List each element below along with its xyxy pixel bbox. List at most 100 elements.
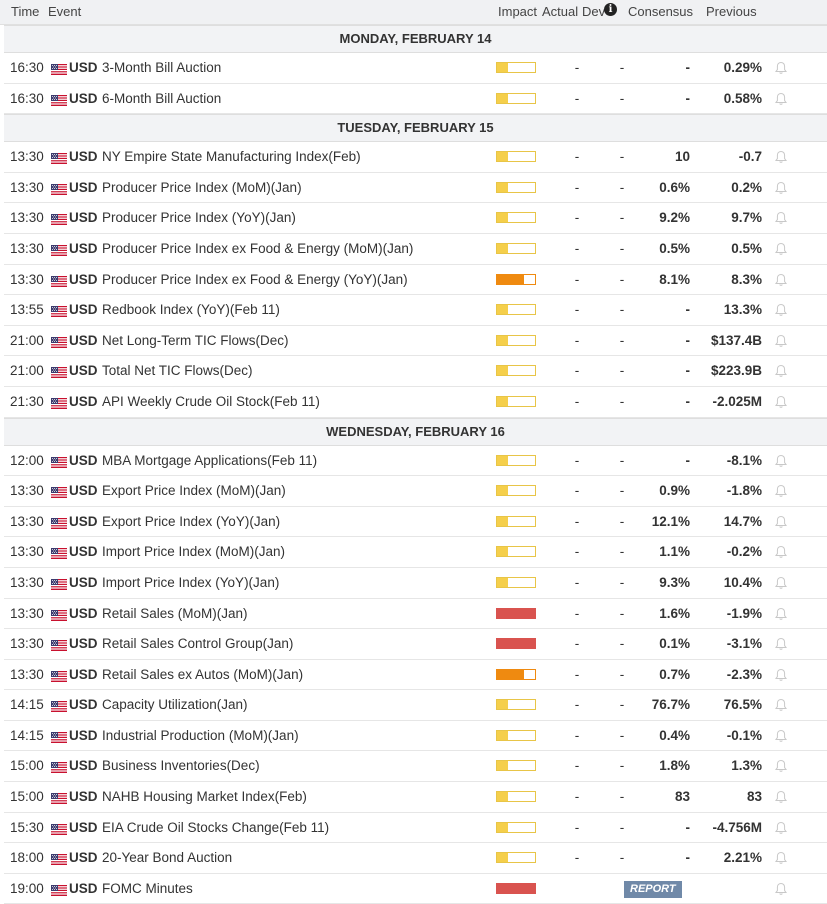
consensus-value: - bbox=[685, 393, 691, 409]
us-flag-icon bbox=[51, 639, 67, 652]
event-name[interactable]: Producer Price Index ex Food & Energy (Y… bbox=[102, 271, 408, 287]
consensus-value: 0.5% bbox=[659, 240, 690, 256]
actual-value: - bbox=[574, 574, 580, 590]
event-name[interactable]: Retail Sales (MoM)(Jan) bbox=[102, 605, 248, 621]
bell-icon[interactable] bbox=[774, 150, 788, 164]
bell-icon[interactable] bbox=[774, 242, 788, 256]
bell-icon[interactable] bbox=[774, 851, 788, 865]
event-name[interactable]: API Weekly Crude Oil Stock(Feb 11) bbox=[102, 393, 320, 409]
event-row[interactable]: 13:30 USD Producer Price Index ex Food & E… bbox=[4, 265, 827, 296]
event-row[interactable]: 13:55 USD Redbook Index (YoY)(Feb 11) - - - 13… bbox=[4, 295, 827, 326]
bell-icon[interactable] bbox=[774, 759, 788, 773]
previous-value: 0.5% bbox=[731, 240, 762, 256]
event-row[interactable]: 13:30 USD NY Empire State Manufacturing In… bbox=[4, 142, 827, 173]
us-flag-icon bbox=[51, 792, 67, 805]
bell-icon[interactable] bbox=[774, 92, 788, 106]
bell-icon[interactable] bbox=[774, 334, 788, 348]
event-name[interactable]: NY Empire State Manufacturing Index(Feb) bbox=[102, 149, 361, 165]
event-row[interactable]: 21:30 USD API Weekly Crude Oil Stock(Feb 1… bbox=[4, 387, 827, 418]
event-row[interactable]: 14:15 USD Industrial Production (MoM)(Jan)… bbox=[4, 721, 827, 752]
event-name[interactable]: MBA Mortgage Applications(Feb 11) bbox=[102, 452, 318, 468]
bell-icon[interactable] bbox=[774, 364, 788, 378]
bell-icon[interactable] bbox=[774, 395, 788, 409]
event-name[interactable]: 20-Year Bond Auction bbox=[102, 850, 233, 866]
us-flag-icon bbox=[51, 823, 67, 835]
event-name[interactable]: EIA Crude Oil Stocks Change(Feb 11) bbox=[102, 819, 330, 835]
event-row[interactable]: 15:00 USD Business Inventories(Dec) - - 1.8% 1… bbox=[4, 751, 827, 783]
event-name[interactable]: Import Price Index (MoM)(Jan) bbox=[102, 544, 286, 560]
consensus-value: 1.6% bbox=[659, 605, 690, 621]
bell-icon[interactable] bbox=[774, 729, 788, 743]
event-row[interactable]: 13:30 USD Producer Price Index (YoY)(Jan) -… bbox=[4, 203, 827, 234]
event-row[interactable]: 13:30 USD Retail Sales (MoM)(Jan) - - 1.6% -1.… bbox=[4, 599, 827, 630]
deviation-value: - bbox=[619, 636, 625, 652]
bell-icon[interactable] bbox=[774, 637, 788, 651]
bell-icon[interactable] bbox=[774, 607, 788, 621]
bell-icon[interactable] bbox=[774, 698, 788, 712]
event-row[interactable]: 15:00 USD NAHB Housing Market Index(Feb) - -… bbox=[4, 782, 827, 813]
bell-icon[interactable] bbox=[774, 303, 788, 317]
us-flag-icon bbox=[51, 578, 67, 590]
bell-icon[interactable] bbox=[774, 211, 788, 225]
event-name[interactable]: Net Long-Term TIC Flows(Dec) bbox=[102, 332, 289, 348]
us-flag-icon bbox=[51, 213, 67, 226]
event-row[interactable]: 13:30 USD Import Price Index (YoY)(Jan) - - 9… bbox=[4, 568, 827, 599]
event-name[interactable]: NAHB Housing Market Index(Feb) bbox=[102, 789, 307, 805]
event-row[interactable]: 15:30 USD EIA Crude Oil Stocks Change(Feb … bbox=[4, 813, 827, 844]
header-actual: Actual bbox=[542, 4, 579, 19]
event-name[interactable]: Retail Sales Control Group(Jan) bbox=[102, 636, 294, 652]
event-name[interactable]: FOMC Minutes bbox=[102, 880, 193, 896]
event-row[interactable]: 13:30 USD Export Price Index (YoY)(Jan) - - 1… bbox=[4, 507, 827, 538]
event-row[interactable]: 13:30 USD Export Price Index (MoM)(Jan) - - 0… bbox=[4, 476, 827, 507]
report-button[interactable]: REPORT bbox=[624, 880, 682, 898]
event-row[interactable]: 13:30 USD Import Price Index (MoM)(Jan) - - 1… bbox=[4, 537, 827, 568]
bell-icon[interactable] bbox=[774, 668, 788, 682]
bell-icon[interactable] bbox=[774, 454, 788, 468]
bell-icon[interactable] bbox=[774, 61, 788, 75]
event-row[interactable]: 14:15 USD Capacity Utilization(Jan) - - 76.7%… bbox=[4, 690, 827, 721]
event-row[interactable]: 21:00 USD Total Net TIC Flows(Dec) - - - $223.… bbox=[4, 356, 827, 387]
event-name[interactable]: Industrial Production (MoM)(Jan) bbox=[102, 727, 299, 743]
bell-icon[interactable] bbox=[774, 576, 788, 590]
us-flag-icon bbox=[51, 700, 67, 713]
bell-icon[interactable] bbox=[774, 821, 788, 835]
event-name[interactable]: 3-Month Bill Auction bbox=[102, 60, 222, 75]
event-row[interactable]: 12:00 USD MBA Mortgage Applications(Feb 11… bbox=[4, 446, 827, 477]
event-name[interactable]: Export Price Index (MoM)(Jan) bbox=[102, 483, 286, 499]
info-icon[interactable]: i bbox=[604, 3, 617, 16]
event-name[interactable]: Producer Price Index (MoM)(Jan) bbox=[102, 179, 302, 195]
actual-value: - bbox=[574, 697, 580, 713]
currency-code: USD bbox=[69, 880, 98, 896]
event-row[interactable]: 13:30 USD Producer Price Index (MoM)(Jan) -… bbox=[4, 173, 827, 204]
deviation-value: - bbox=[619, 789, 625, 805]
event-name[interactable]: Retail Sales ex Autos (MoM)(Jan) bbox=[102, 666, 304, 682]
bell-icon[interactable] bbox=[774, 790, 788, 804]
event-row[interactable]: 13:30 USD Retail Sales ex Autos (MoM)(Jan)… bbox=[4, 660, 827, 691]
bell-icon[interactable] bbox=[774, 181, 788, 195]
event-name[interactable]: Export Price Index (YoY)(Jan) bbox=[102, 513, 281, 529]
event-name[interactable]: Business Inventories(Dec) bbox=[102, 758, 260, 774]
us-flag-icon bbox=[51, 547, 67, 560]
event-name[interactable]: Producer Price Index ex Food & Energy (M… bbox=[102, 240, 414, 256]
event-row[interactable]: 19:00 USD FOMC Minutes REPORT bbox=[4, 874, 827, 904]
event-name[interactable]: 6-Month Bill Auction bbox=[102, 90, 222, 106]
impact-fill bbox=[497, 853, 509, 863]
event-name[interactable]: Import Price Index (YoY)(Jan) bbox=[102, 574, 280, 590]
event-row[interactable]: 21:00 USD Net Long-Term TIC Flows(Dec) - - - $… bbox=[4, 326, 827, 357]
event-name[interactable]: Producer Price Index (YoY)(Jan) bbox=[102, 210, 296, 226]
event-name[interactable]: Redbook Index (YoY)(Feb 11) bbox=[102, 302, 280, 318]
event-row[interactable]: 13:30 USD Producer Price Index ex Food & E… bbox=[4, 234, 827, 265]
event-row[interactable]: 16:30 USD 6-Month Bill Auction - - - 0.58% bbox=[4, 84, 827, 115]
event-row[interactable]: 18:00 USD 20-Year Bond Auction - - - 2.21% bbox=[4, 843, 827, 874]
bell-icon[interactable] bbox=[774, 273, 788, 287]
event-row[interactable]: 16:30 USD 3-Month Bill Auction - - - 0.29% bbox=[4, 53, 827, 84]
bell-icon[interactable] bbox=[774, 545, 788, 559]
bell-icon[interactable] bbox=[774, 515, 788, 529]
event-name[interactable]: Capacity Utilization(Jan) bbox=[102, 697, 248, 713]
deviation-value: - bbox=[619, 179, 625, 195]
bell-icon[interactable] bbox=[774, 882, 788, 896]
event-row[interactable]: 13:30 USD Retail Sales Control Group(Jan) -… bbox=[4, 629, 827, 660]
bell-icon[interactable] bbox=[774, 484, 788, 498]
event-name[interactable]: Total Net TIC Flows(Dec) bbox=[102, 363, 253, 379]
day-header: TUESDAY, FEBRUARY 15 bbox=[4, 114, 827, 143]
